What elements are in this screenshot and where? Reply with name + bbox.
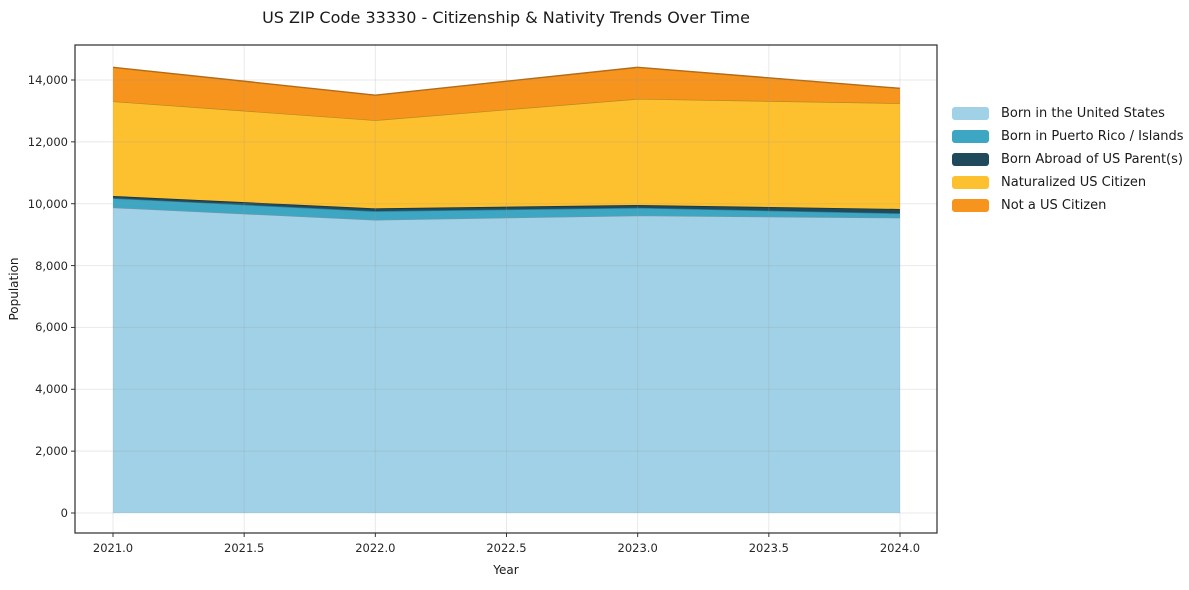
area-edge-not-a-us-citizen (112, 66, 901, 96)
x-tick-2021.5: 2021.5 (224, 541, 265, 555)
y-tick-8000: 8,000 (35, 258, 68, 273)
y-tick-14000: 14,000 (27, 72, 68, 87)
x-tick-2024.0: 2024.0 (879, 541, 921, 555)
y-tick-12000: 12,000 (27, 134, 68, 149)
legend-label: Born in Puerto Rico / Islands (1001, 128, 1184, 144)
legend-swatch-born-abroad-of-us-parent-s (952, 152, 989, 166)
legend-item-not-a-us-citizen: Not a US Citizen (952, 197, 1184, 213)
legend-swatch-born-in-the-united-states (952, 106, 989, 120)
legend-swatch-born-in-puerto-rico-islands (952, 129, 989, 143)
y-tick-6000: 6,000 (35, 320, 68, 335)
stacked-area-plot (71, 44, 938, 537)
x-tick-2022.5: 2022.5 (486, 541, 527, 555)
y-axis-label: Population (7, 257, 21, 321)
area-naturalized-us-citizen (113, 98, 900, 209)
area-born-in-puerto-rico-islands (113, 198, 900, 220)
legend-label: Born in the United States (1001, 105, 1165, 121)
area-born-in-the-united-states (113, 207, 900, 513)
legend-item-born-abroad-of-us-parent-s: Born Abroad of US Parent(s) (952, 151, 1184, 167)
y-tick-2000: 2,000 (35, 444, 68, 459)
area-born-abroad-of-us-parent-s (113, 195, 900, 214)
y-tick-4000: 4,000 (35, 382, 68, 397)
legend-label: Not a US Citizen (1001, 197, 1107, 213)
legend-swatch-naturalized-us-citizen (952, 175, 989, 189)
x-axis-label: Year (493, 563, 519, 577)
x-tick-2021.0: 2021.0 (92, 541, 134, 555)
legend-swatch-not-a-us-citizen (952, 198, 989, 212)
legend-item-born-in-puerto-rico-islands: Born in Puerto Rico / Islands (952, 128, 1184, 144)
legend-label: Born Abroad of US Parent(s) (1001, 151, 1183, 167)
legend-item-born-in-the-united-states: Born in the United States (952, 105, 1184, 121)
chart-title: US ZIP Code 33330 - Citizenship & Nativi… (262, 8, 750, 27)
legend: Born in the United States Born in Puerto … (952, 105, 1184, 213)
area-not-a-us-citizen (113, 67, 900, 121)
x-tick-2023.0: 2023.0 (617, 541, 658, 555)
legend-item-naturalized-us-citizen: Naturalized US Citizen (952, 174, 1184, 190)
x-tick-2023.5: 2023.5 (748, 541, 789, 555)
legend-label: Naturalized US Citizen (1001, 174, 1147, 190)
x-tick-2022.0: 2022.0 (355, 541, 396, 555)
y-tick-10000: 10,000 (27, 196, 68, 211)
y-tick-0: 0 (60, 506, 68, 520)
